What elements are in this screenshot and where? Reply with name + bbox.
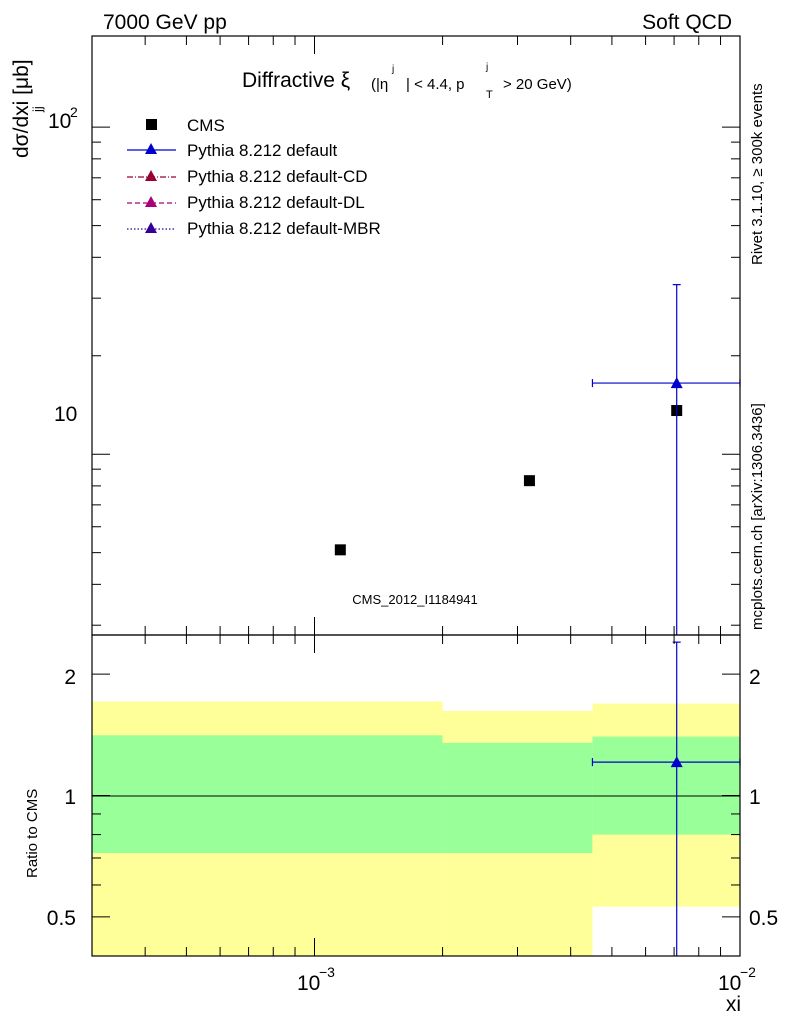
legend-entry-dl: Pythia 8.212 default-DL bbox=[187, 193, 365, 212]
legend: CMS Pythia 8.212 default Pythia 8.212 de… bbox=[127, 116, 381, 238]
legend-marker-cms bbox=[146, 119, 157, 130]
chart-title-sub-f: > 20 GeV) bbox=[503, 76, 572, 93]
analysis-id-label: CMS_2012_I1184941 bbox=[352, 592, 478, 607]
ratio-bands bbox=[92, 701, 740, 956]
legend-marker-mbr bbox=[145, 222, 157, 233]
legend-marker-dl bbox=[145, 196, 157, 207]
ratio-tick-label-2-left: 2 bbox=[64, 666, 76, 689]
x-tick-label-1e-2-exp: −2 bbox=[740, 964, 756, 980]
ratio-tick-label-05-right: 0.5 bbox=[749, 907, 778, 930]
rivet-label: Rivet 3.1.10, ≥ 300k events bbox=[749, 83, 766, 265]
ratio-band-inner-0 bbox=[92, 735, 443, 854]
axis-ticks bbox=[91, 36, 741, 957]
ratio-band-inner-2 bbox=[592, 736, 740, 835]
y-tick-label-10: 10 bbox=[54, 403, 77, 426]
ratio-y-axis-label-text: Ratio to CMS bbox=[24, 789, 41, 878]
x-tick-label-1e-3: 10 bbox=[297, 972, 320, 995]
chart-title-sub-e: j bbox=[485, 62, 488, 73]
legend-entry-default: Pythia 8.212 default bbox=[187, 141, 338, 160]
top-y-axis-label-sub: jj bbox=[30, 106, 45, 113]
cms-point-0 bbox=[334, 544, 346, 556]
y-tick-label-100: 10 bbox=[48, 110, 71, 133]
legend-entry-cd: Pythia 8.212 default-CD bbox=[187, 167, 368, 186]
ratio-tick-label-1-right: 1 bbox=[749, 786, 761, 809]
default-ratio-point-0 bbox=[670, 756, 683, 768]
ratio-y-axis-label: Ratio to CMS bbox=[24, 789, 41, 878]
legend-entry-cms: CMS bbox=[187, 116, 225, 135]
top-y-axis-label-text: dσ/dxi [μb] bbox=[10, 59, 33, 158]
cms-point-1 bbox=[523, 475, 535, 487]
x-axis-label: xi bbox=[726, 993, 741, 1016]
source-label: mcplots.cern.ch [arXiv:1306.3436] bbox=[749, 403, 766, 630]
y-tick-label-100-exp: 2 bbox=[70, 104, 78, 120]
x-tick-label-1e-2: 10 bbox=[718, 972, 741, 995]
chart-title-sub-b: j bbox=[391, 64, 394, 75]
default-top-point-0 bbox=[670, 377, 683, 389]
top-marks bbox=[334, 284, 741, 635]
top-y-axis-label: dσ/dxi [μb] bbox=[10, 59, 33, 158]
chart-title-main: Diffractive ξ bbox=[242, 69, 350, 92]
legend-entry-mbr: Pythia 8.212 default-MBR bbox=[187, 219, 381, 238]
legend-marker-default bbox=[145, 143, 157, 154]
chart-title-sub-a: (|η bbox=[371, 76, 388, 93]
chart-title-sub-d: T bbox=[486, 89, 493, 101]
ratio-tick-label-1-left: 1 bbox=[64, 786, 76, 809]
ratio-tick-label-05-left: 0.5 bbox=[47, 907, 76, 930]
x-tick-label-1e-3-exp: −3 bbox=[319, 964, 335, 980]
legend-marker-cd bbox=[145, 170, 157, 181]
energy-label: 7000 GeV pp bbox=[103, 11, 227, 34]
ratio-tick-label-2-right: 2 bbox=[749, 666, 761, 689]
category-label: Soft QCD bbox=[642, 11, 732, 34]
ratio-band-inner-1 bbox=[442, 742, 593, 854]
chart-title-sub-c: | < 4.4, p bbox=[406, 76, 465, 93]
